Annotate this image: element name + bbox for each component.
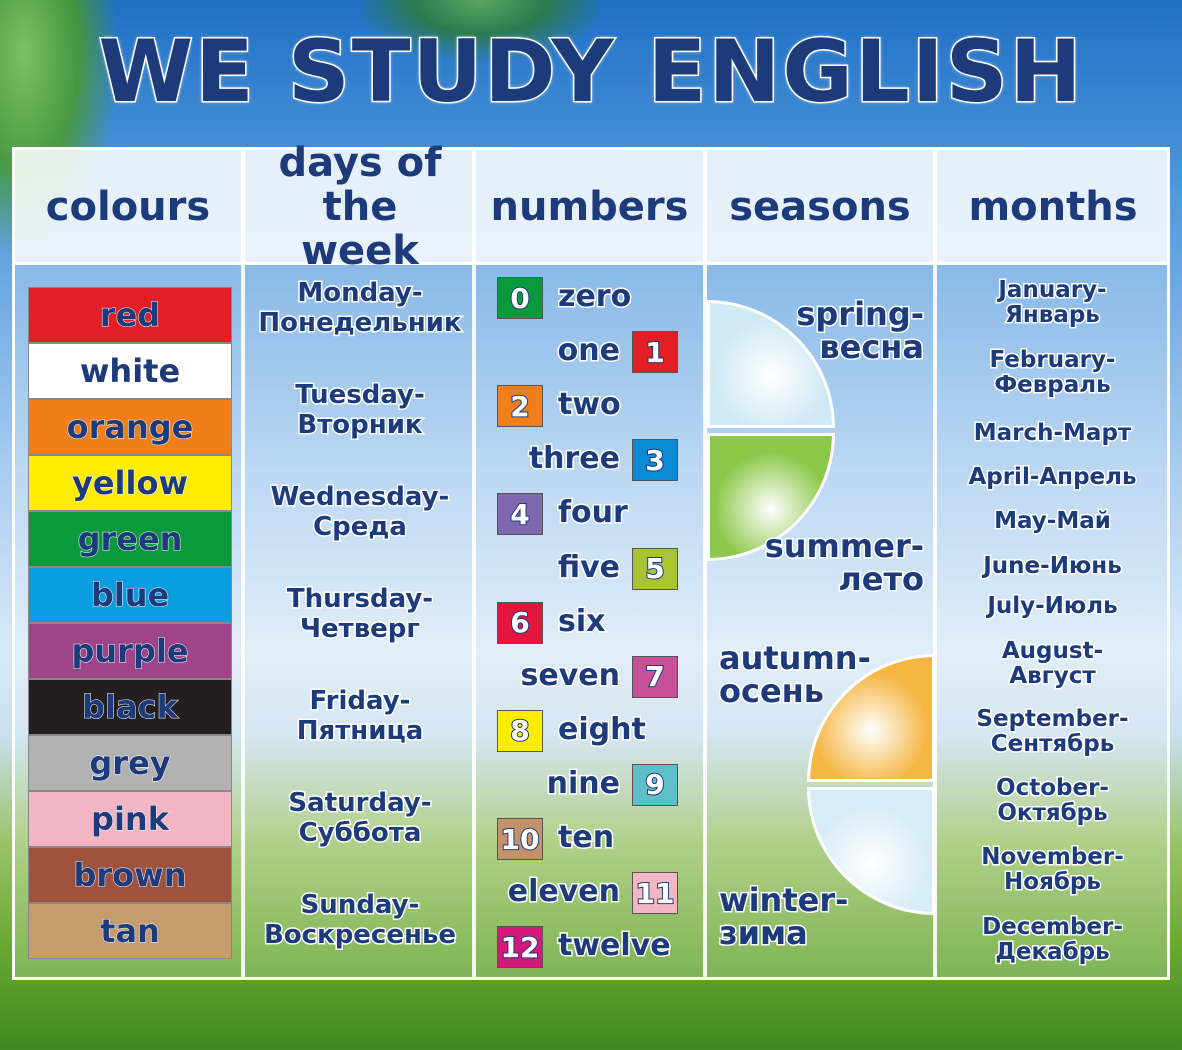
header-months: months [968,184,1138,230]
month-english: August- [1000,637,1104,665]
number-badge: 6 [497,601,543,644]
number-badge: 7 [632,655,678,698]
month-english: February- [988,346,1117,374]
number-word: seven [519,656,621,694]
day-russian: Пятница [295,715,425,747]
month-english: May-Май [993,507,1113,535]
month-english: July-Июль [986,592,1119,620]
number-word: ten [556,819,615,857]
month-russian: Ноябрь [1003,868,1103,896]
number-badge: 12 [497,926,543,969]
column-divider [472,147,476,980]
number-word: nine [545,764,621,802]
month-english: April-Апрель [967,463,1138,491]
season-english: winter- [717,881,849,919]
header-colours: colours [45,184,211,230]
day-english: Thursday- [285,583,434,615]
column-divider [933,147,937,980]
month-english: December- [981,913,1125,941]
number-word: one [556,332,621,370]
season-english: autumn- [718,639,873,677]
number-word: zero [556,278,632,316]
number-word: twelve [557,927,673,965]
number-badge: 2 [497,385,543,428]
colour-swatch-brown: brown [28,847,232,903]
colour-swatch-black: black [28,679,232,735]
month-english: October- [995,774,1111,802]
colour-swatch-white: white [28,343,232,399]
season-russian: зима [718,914,810,952]
colour-swatch-purple: purple [28,623,232,679]
leaves-decoration [360,0,600,60]
day-english: Monday- [296,277,424,309]
season-russian: лето [837,560,926,598]
colour-swatch-pink: pink [28,791,232,847]
day-russian: Вторник [296,409,424,441]
month-english: June-Июнь [982,552,1124,580]
colour-swatch-grey: grey [28,735,232,791]
column-divider [703,147,707,980]
number-word: three [527,440,621,478]
number-word: five [556,548,621,586]
number-badge: 8 [497,709,543,752]
month-russian: Январь [1004,301,1102,329]
day-english: Sunday- [299,889,421,921]
day-russian: Среда [312,511,409,543]
day-english: Friday- [308,685,412,717]
month-english: November- [980,843,1126,871]
colour-swatch-red: red [28,287,232,343]
day-russian: Воскресенье [262,919,457,951]
season-russian: весна [818,328,926,366]
number-word: eight [557,710,648,748]
number-badge: 1 [632,331,678,374]
number-badge: 4 [497,493,543,536]
number-word: four [557,494,630,532]
header-numbers: numbers [490,184,689,230]
month-russian: Октябрь [996,799,1109,827]
season-russian: осень [718,672,826,710]
header-row [12,147,1170,265]
poster-title: WE STUDY ENGLISH [97,21,1084,124]
number-badge: 0 [497,277,543,319]
day-russian: Понедельник [257,307,463,339]
colour-swatch-blue: blue [28,567,232,623]
number-badge: 3 [632,439,678,482]
month-russian: Сентябрь [989,730,1116,758]
season-english: summer- [763,527,925,565]
number-word: two [557,386,623,424]
number-badge: 5 [632,547,678,590]
colour-swatch-orange: orange [28,399,232,455]
header-seasons: seasons [729,184,911,230]
day-russian: Четверг [299,613,422,645]
number-badge: 9 [632,763,678,806]
colour-swatch-yellow: yellow [28,455,232,511]
month-russian: Февраль [993,371,1112,399]
day-russian: Суббота [297,817,423,849]
season-english: spring- [795,295,926,333]
number-word: six [557,602,607,640]
header-days: days of the week [278,140,442,274]
month-english: January- [997,276,1108,304]
number-word: eleven [506,873,621,911]
day-english: Wednesday- [269,481,451,513]
number-badge: 11 [632,872,678,915]
day-english: Saturday- [287,787,433,819]
month-russian: Декабрь [994,938,1111,966]
day-english: Tuesday- [294,379,427,411]
colour-swatch-green: green [28,511,232,567]
month-english: September- [975,705,1130,733]
month-russian: Август [1008,662,1097,690]
colour-swatch-tan: tan [28,903,232,959]
number-badge: 10 [497,818,543,860]
column-divider [241,147,245,980]
month-english: March-Март [972,419,1133,447]
